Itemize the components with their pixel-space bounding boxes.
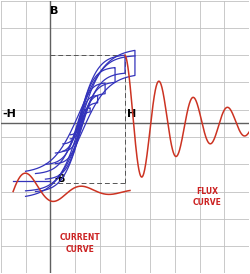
- Text: -H: -H: [2, 109, 16, 119]
- Text: H: H: [128, 109, 137, 119]
- Text: B: B: [50, 6, 58, 16]
- Text: -B: -B: [54, 174, 66, 184]
- Text: CURRENT
CURVE: CURRENT CURVE: [60, 233, 101, 254]
- Text: FLUX
CURVE: FLUX CURVE: [192, 187, 222, 207]
